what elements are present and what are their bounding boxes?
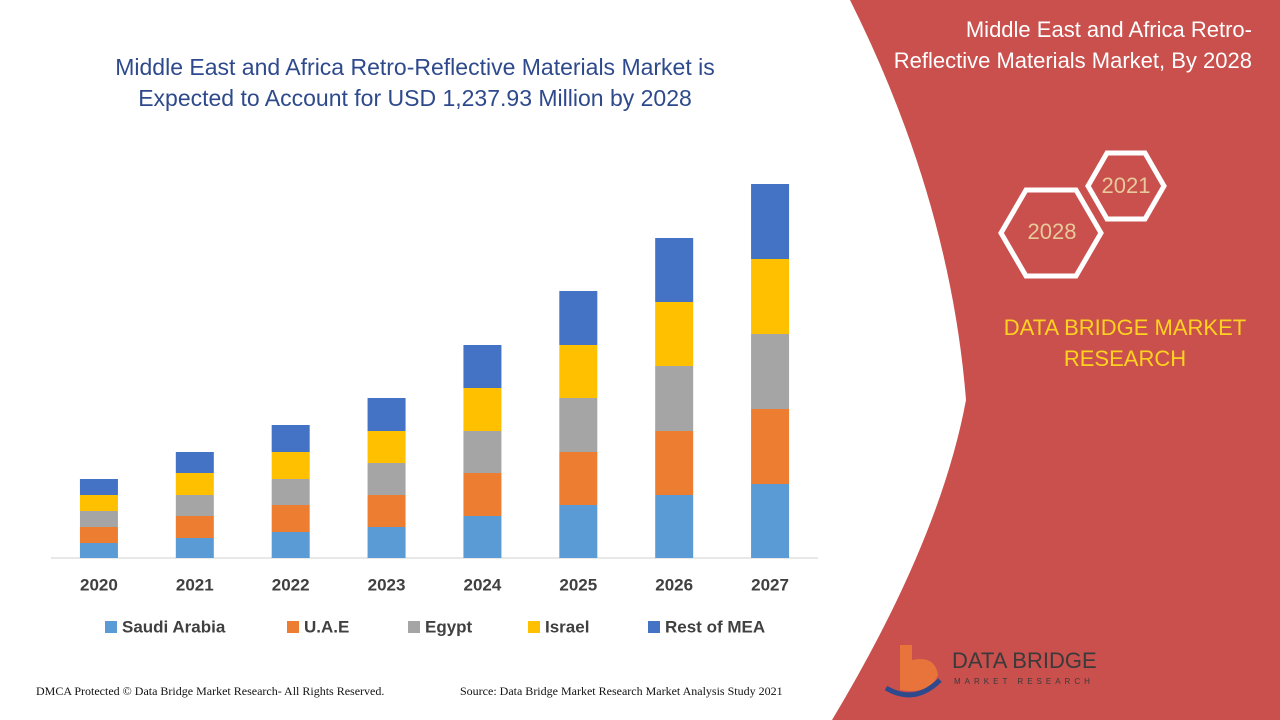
bar-segment [751, 184, 790, 259]
hexagon [1085, 150, 1167, 222]
bar-segment [271, 532, 310, 558]
bar-segment [79, 511, 118, 527]
bar-segment [271, 479, 310, 505]
legend-swatch [648, 621, 660, 633]
bar-segment [175, 516, 214, 538]
bar-segment [367, 495, 406, 527]
x-tick-label: 2027 [751, 575, 789, 594]
bar-segment [79, 527, 118, 543]
legend-label: Rest of MEA [665, 617, 765, 636]
bar-segment [751, 484, 790, 558]
bar-segment [271, 452, 310, 479]
legend-swatch [408, 621, 420, 633]
bar-segment [79, 543, 118, 558]
side-title: Middle East and Africa Retro-Reflective … [893, 17, 1252, 73]
x-tick-label: 2025 [559, 575, 597, 594]
chart-title: Middle East and Africa Retro-Reflective … [115, 54, 715, 111]
legend-swatch [287, 621, 299, 633]
bar-segment [79, 479, 118, 495]
bar-segment [367, 463, 406, 495]
bar-segment [655, 238, 694, 302]
bar-segment [559, 345, 598, 398]
bar-segment [463, 516, 502, 558]
bar-segment [559, 505, 598, 558]
legend-label: Saudi Arabia [122, 617, 226, 636]
bar-segment [655, 495, 694, 558]
bar-segment [655, 302, 694, 366]
legend-label: U.A.E [304, 617, 349, 636]
bar-segment [463, 431, 502, 473]
bar-segment [271, 425, 310, 452]
bar-segment [367, 431, 406, 463]
x-tick-label: 2024 [464, 575, 502, 594]
x-tick-label: 2026 [655, 575, 693, 594]
bar-segment [271, 505, 310, 532]
side-panel [832, 0, 1280, 720]
hexagon-label: 2028 [1028, 219, 1077, 244]
logo-tagline: MARKET RESEARCH [954, 677, 1094, 686]
bar-segment [175, 452, 214, 473]
legend-swatch [528, 621, 540, 633]
x-tick-label: 2020 [80, 575, 118, 594]
brand: DATA BRIDGE MARKET RESEARCH [1003, 315, 1247, 371]
logo-name: DATA BRIDGE [952, 648, 1097, 673]
bar-segment [559, 291, 598, 345]
bar-segment [367, 398, 406, 431]
bar-segment [367, 527, 406, 558]
footer-left: DMCA Protected © Data Bridge Market Rese… [36, 684, 385, 698]
bar-segment [655, 431, 694, 495]
logo-mark [900, 645, 938, 691]
bar-segment [463, 473, 502, 516]
hexagon-label: 2021 [1102, 173, 1151, 198]
x-tick-label: 2021 [176, 575, 214, 594]
legend-swatch [105, 621, 117, 633]
hexagon [998, 187, 1104, 279]
bar-segment [463, 345, 502, 388]
bar-segment [175, 473, 214, 495]
bar-segment [655, 366, 694, 431]
bar-segment [751, 409, 790, 484]
bar-segment [463, 388, 502, 431]
bar-segment [559, 452, 598, 505]
bar-segment [751, 334, 790, 409]
footer-right: Source: Data Bridge Market Research Mark… [460, 684, 783, 698]
bar-segment [175, 538, 214, 558]
bar-segment [559, 398, 598, 452]
logo: DATA BRIDGE MARKET RESEARCH [884, 645, 1097, 698]
x-tick-label: 2022 [272, 575, 310, 594]
x-tick-label: 2023 [368, 575, 406, 594]
legend-label: Israel [545, 617, 589, 636]
bar-segment [751, 259, 790, 334]
bar-segment [175, 495, 214, 516]
legend-label: Egypt [425, 617, 473, 636]
bar-segment [79, 495, 118, 511]
logo-swoosh [884, 678, 942, 698]
